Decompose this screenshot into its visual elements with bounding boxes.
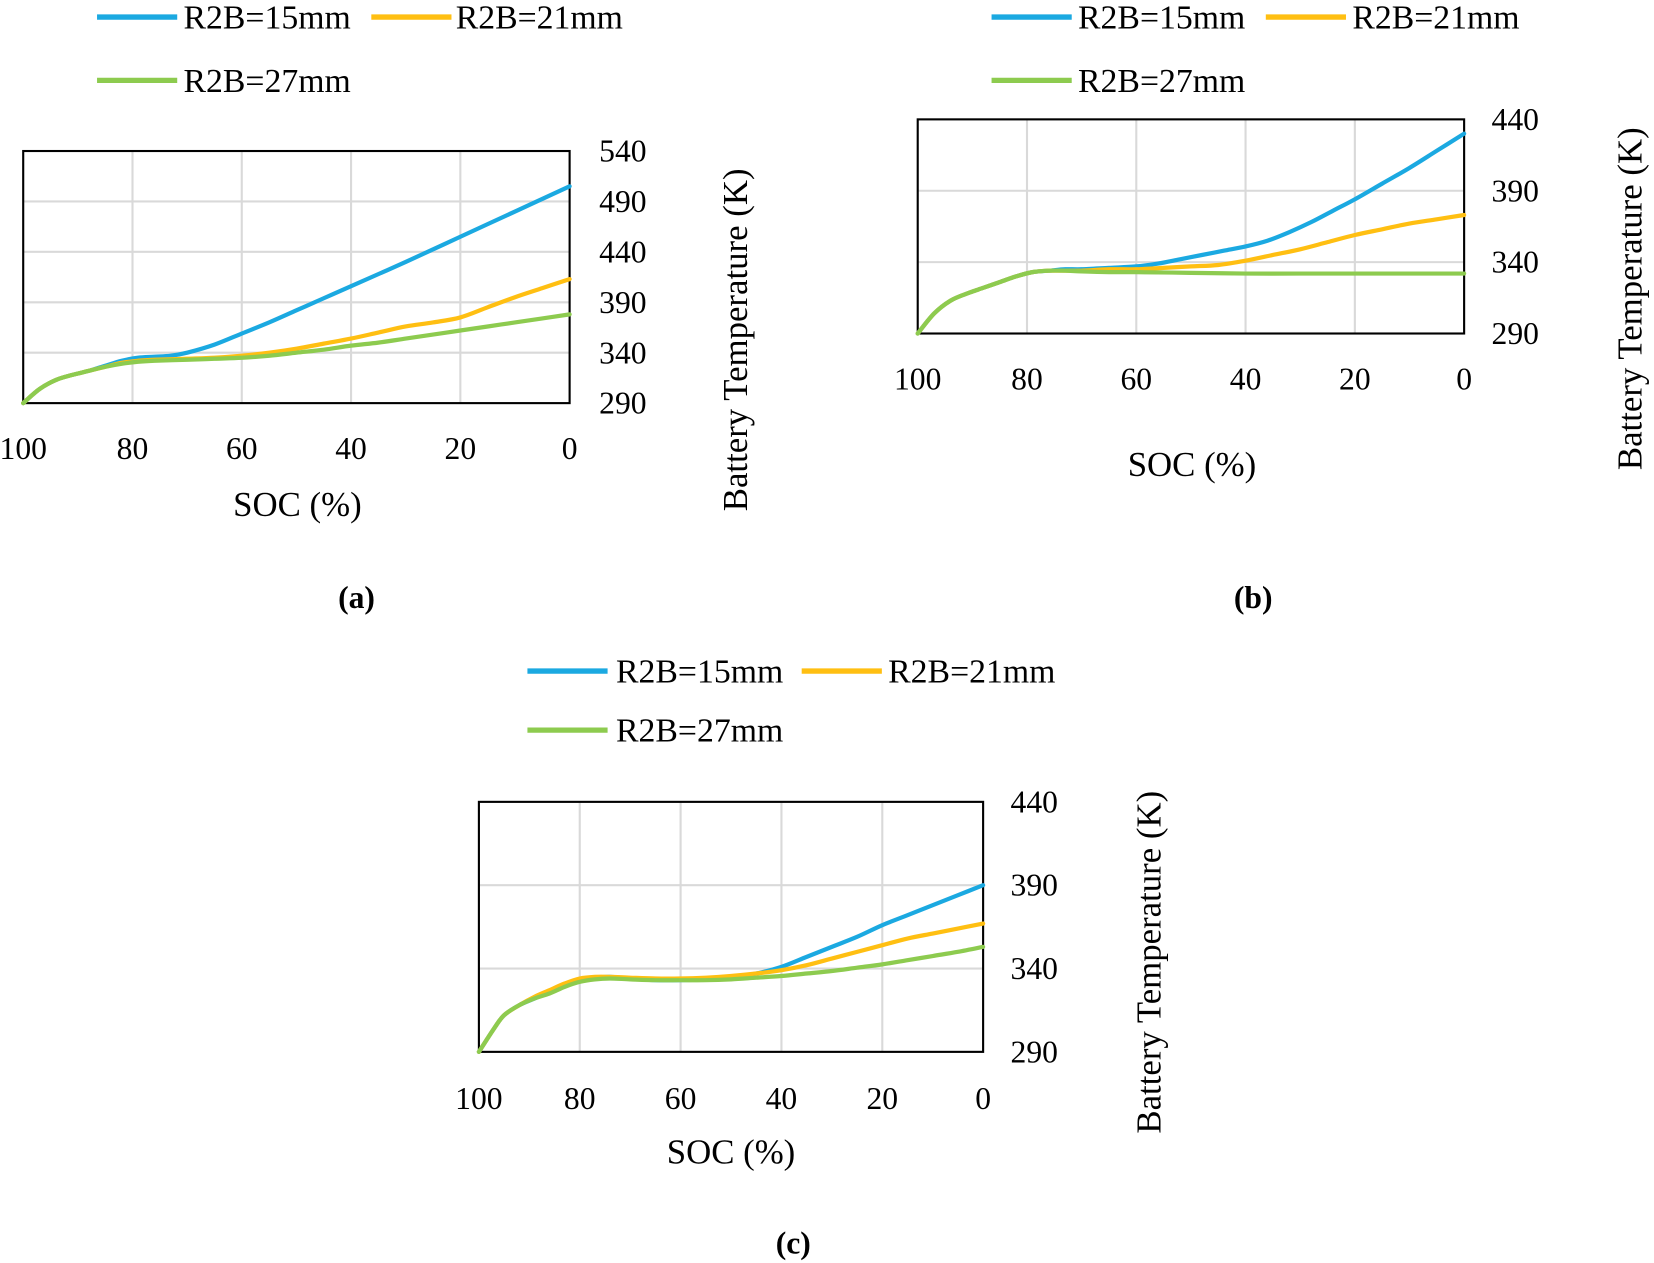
y-tick-label: 490 <box>599 184 646 219</box>
legend: R2B=15mm R2B=21mm R2B=27mm <box>527 654 1055 750</box>
x-tick-label: 100 <box>455 1081 502 1116</box>
y-tick-label: 540 <box>599 134 646 169</box>
y-axis-title: Battery Temperature (K) <box>1129 791 1168 1134</box>
x-tick-label: 20 <box>866 1081 898 1116</box>
y-tick-label: 390 <box>1492 173 1539 208</box>
x-tick-label: 100 <box>0 431 47 466</box>
y-tick-label: 440 <box>1011 784 1058 819</box>
panel-b: R2B=15mm R2B=21mm R2B=27mm 100 80 60 40 20 0 4… <box>894 0 1649 615</box>
legend-item-r2b-15mm: R2B=15mm <box>991 0 1245 37</box>
x-tick-label: 40 <box>766 1081 798 1116</box>
y-tick-label: 290 <box>599 386 646 421</box>
series-line-r2b-15mm <box>21 184 572 406</box>
y-tick-label: 340 <box>1011 951 1058 986</box>
y-axis-title: Battery Temperature (K) <box>716 168 755 511</box>
plot-area: 100 80 60 40 20 0 440 390 340 290 <box>894 102 1539 396</box>
legend-item-r2b-15mm: R2B=15mm <box>97 0 351 37</box>
legend-label-r2b-15mm: R2B=15mm <box>1078 0 1245 37</box>
x-tick-label: 20 <box>1339 361 1371 396</box>
x-tick-label: 60 <box>226 431 258 466</box>
x-tick-label: 20 <box>445 431 477 466</box>
x-axis-title: SOC (%) <box>667 1133 796 1172</box>
series-line-r2b-15mm <box>915 131 1467 336</box>
x-tick-label: 0 <box>1456 361 1472 396</box>
legend: R2B=15mm R2B=21mm R2B=27mm <box>97 0 623 100</box>
legend-item-r2b-27mm: R2B=27mm <box>991 63 1245 100</box>
plot-border <box>477 800 985 1053</box>
panel-c: R2B=15mm R2B=21mm R2B=27mm 100 80 60 40 20 0 4… <box>455 654 1168 1261</box>
x-tick-label: 60 <box>1120 361 1152 396</box>
y-tick-label: 390 <box>1011 868 1058 903</box>
x-tick-label: 40 <box>1230 361 1262 396</box>
x-tick-label: 60 <box>665 1081 697 1116</box>
y-tick-label: 290 <box>1011 1034 1058 1069</box>
panel-label: (c) <box>776 1225 811 1260</box>
legend-item-r2b-15mm: R2B=15mm <box>527 654 783 691</box>
y-tick-label: 340 <box>599 335 646 370</box>
legend-label-r2b-15mm: R2B=15mm <box>184 0 351 37</box>
legend-label-r2b-27mm: R2B=27mm <box>616 713 783 750</box>
legend-item-r2b-21mm: R2B=21mm <box>1265 0 1520 37</box>
series-line-r2b-27mm <box>915 268 1467 336</box>
x-tick-label: 80 <box>1011 361 1043 396</box>
x-tick-label: 80 <box>564 1081 596 1116</box>
series-line-r2b-27mm <box>476 944 986 1054</box>
x-tick-label: 0 <box>975 1081 991 1116</box>
plot-area: 100 80 60 40 20 0 540 490 440 390 340 290 <box>0 134 647 466</box>
x-tick-label: 0 <box>562 431 578 466</box>
y-tick-label: 440 <box>1492 102 1539 137</box>
x-axis-title: SOC (%) <box>1128 445 1257 484</box>
plot-border <box>916 118 1466 335</box>
y-tick-label: 440 <box>599 234 646 269</box>
series-line-r2b-27mm <box>21 312 572 406</box>
y-axis-title: Battery Temperature (K) <box>1610 127 1649 470</box>
y-tick-label: 340 <box>1492 245 1539 280</box>
legend: R2B=15mm R2B=21mm R2B=27mm <box>991 0 1520 100</box>
legend-item-r2b-27mm: R2B=27mm <box>527 713 783 750</box>
legend-label-r2b-21mm: R2B=21mm <box>1352 0 1519 37</box>
x-axis-title: SOC (%) <box>233 485 362 524</box>
legend-label-r2b-21mm: R2B=21mm <box>888 654 1055 691</box>
panel-label: (a) <box>338 580 375 615</box>
series-line-r2b-21mm <box>476 921 986 1054</box>
legend-item-r2b-27mm: R2B=27mm <box>97 63 351 100</box>
legend-label-r2b-27mm: R2B=27mm <box>1078 63 1245 100</box>
plot-area: 100 80 60 40 20 0 440 390 340 290 <box>455 784 1058 1115</box>
panel-a: R2B=15mm R2B=21mm R2B=27mm 100 80 60 40 20 0 5… <box>0 0 755 615</box>
legend-label-r2b-15mm: R2B=15mm <box>616 654 783 691</box>
x-tick-label: 100 <box>894 361 941 396</box>
legend-item-r2b-21mm: R2B=21mm <box>801 654 1055 691</box>
y-tick-label: 390 <box>599 285 646 320</box>
y-tick-label: 290 <box>1492 316 1539 351</box>
legend-item-r2b-21mm: R2B=21mm <box>371 0 623 37</box>
x-tick-label: 40 <box>335 431 367 466</box>
panel-label: (b) <box>1234 580 1273 615</box>
x-tick-label: 80 <box>117 431 149 466</box>
series-line-r2b-21mm <box>21 276 572 406</box>
legend-label-r2b-21mm: R2B=21mm <box>456 0 623 37</box>
legend-label-r2b-27mm: R2B=27mm <box>184 63 351 100</box>
